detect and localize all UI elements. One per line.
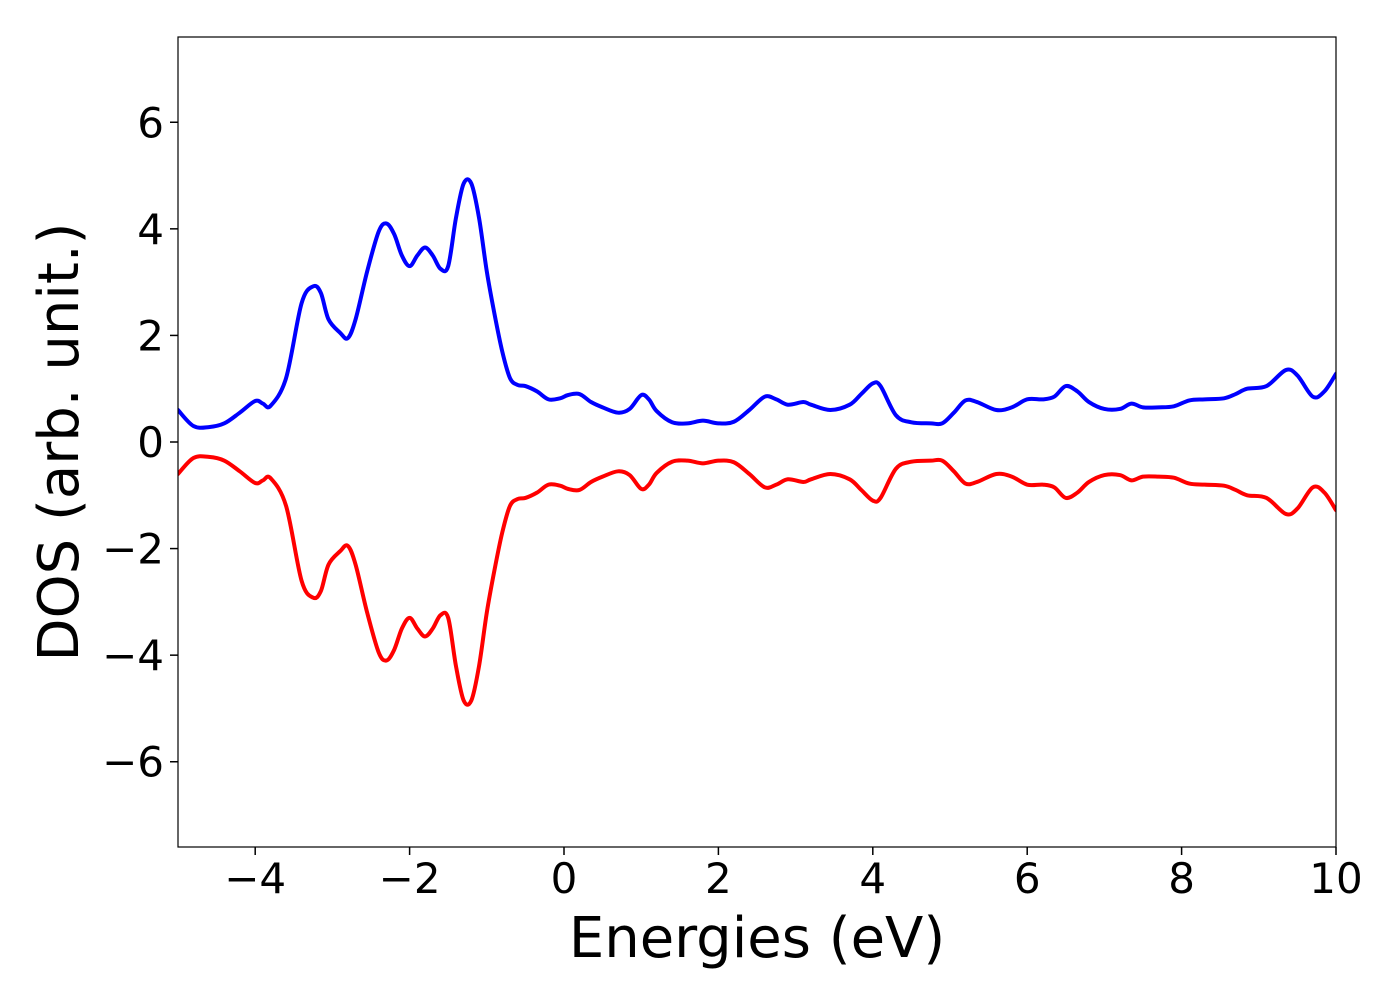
y-tick-label: −6 (102, 738, 164, 787)
x-tick-label: −4 (224, 854, 286, 903)
y-axis-ticks: −6 −4 −2 0 2 4 6 (102, 98, 178, 787)
x-tick-label: 2 (705, 854, 732, 903)
x-tick-label: 10 (1309, 854, 1362, 903)
x-axis-label: Energies (eV) (569, 906, 945, 971)
x-tick-label: −2 (379, 854, 441, 903)
x-tick-label: 4 (859, 854, 886, 903)
y-tick-label: 4 (137, 205, 164, 254)
y-axis-label: DOS (arb. unit.) (27, 222, 92, 661)
y-tick-label: −4 (102, 631, 164, 680)
x-tick-label: 8 (1168, 854, 1195, 903)
series-line-2 (178, 454, 1336, 707)
x-tick-label: 6 (1014, 854, 1041, 903)
y-tick-label: −2 (102, 525, 164, 574)
y-tick-label: 2 (137, 311, 164, 360)
y-tick-label: 6 (137, 98, 164, 147)
x-axis-ticks: −4 −2 0 2 4 6 8 10 (224, 847, 1363, 903)
y-tick-label: 0 (137, 418, 164, 467)
x-tick-label: 0 (551, 854, 578, 903)
series-layer (178, 177, 1336, 707)
series-line-1 (178, 177, 1336, 430)
